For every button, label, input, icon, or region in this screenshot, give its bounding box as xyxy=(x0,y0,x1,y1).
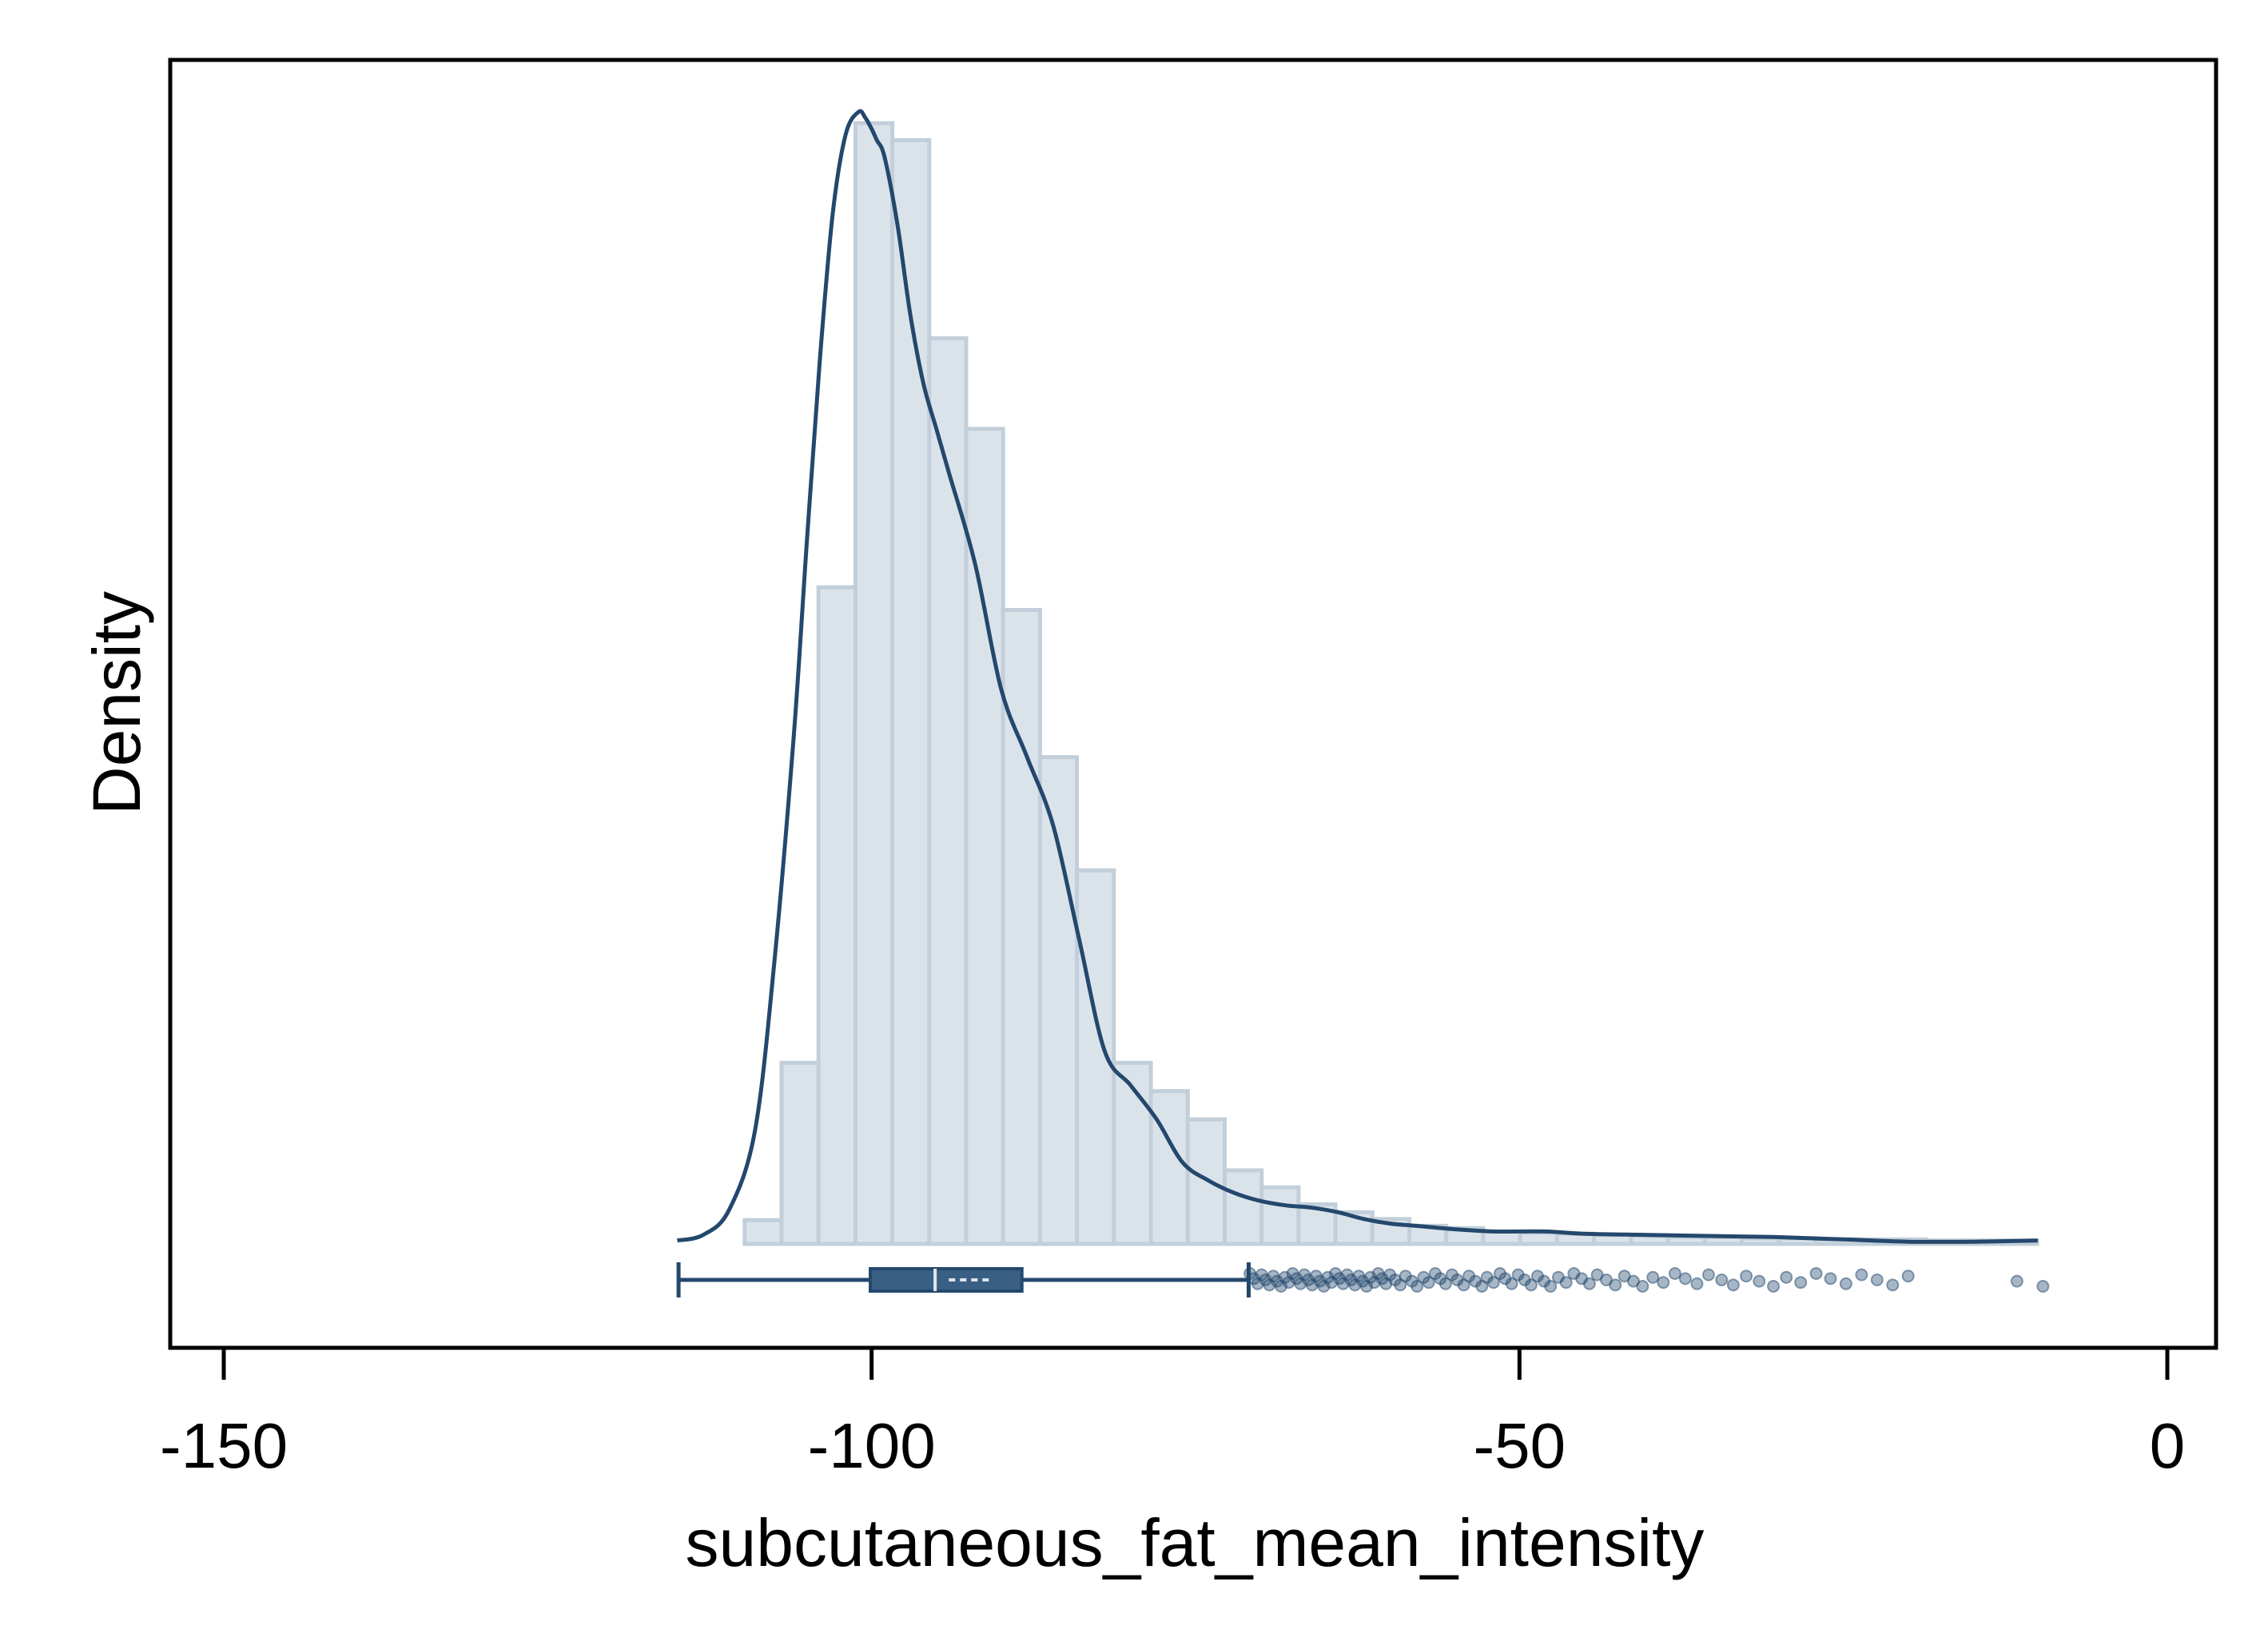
outlier-point xyxy=(1809,1267,1823,1280)
x-tick-label: -150 xyxy=(160,1410,288,1481)
outlier-point xyxy=(1740,1270,1753,1283)
histogram-bar xyxy=(742,1218,784,1246)
outlier-point xyxy=(1544,1280,1558,1293)
histogram-bar xyxy=(1185,1117,1228,1246)
y-axis-label: Density xyxy=(79,591,154,815)
outlier-point xyxy=(1486,1276,1500,1289)
outlier-point xyxy=(2010,1274,2023,1288)
histogram-bar xyxy=(1037,755,1080,1246)
histogram-bar xyxy=(1223,1168,1264,1246)
histogram-bar xyxy=(1665,1235,1707,1246)
histogram-bar xyxy=(964,427,1005,1246)
outlier-point xyxy=(1582,1277,1596,1290)
histogram-bar xyxy=(1629,1234,1670,1246)
x-tick-label: 0 xyxy=(2150,1410,2186,1481)
outlier-point xyxy=(1715,1274,1729,1286)
histogram-bar xyxy=(779,1060,821,1246)
outlier-point xyxy=(1505,1277,1518,1290)
outlier-point xyxy=(1839,1277,1852,1290)
outlier-point xyxy=(1609,1278,1622,1292)
outlier-point xyxy=(1855,1268,1868,1281)
outlier-point xyxy=(1636,1280,1649,1293)
outlier-points xyxy=(1243,1267,2050,1293)
histogram-bar xyxy=(1739,1236,1781,1246)
outlier-point xyxy=(1901,1270,1915,1283)
outlier-point xyxy=(1438,1277,1452,1290)
outlier-point xyxy=(1690,1277,1704,1290)
outlier-point xyxy=(1780,1270,1793,1284)
outlier-point xyxy=(1657,1276,1670,1289)
histogram-bar xyxy=(1518,1230,1559,1246)
histogram-bar xyxy=(1112,1060,1153,1246)
outlier-point xyxy=(1794,1276,1808,1289)
outlier-point xyxy=(1524,1278,1538,1292)
histogram-bar xyxy=(1259,1185,1301,1246)
outlier-point xyxy=(1559,1276,1573,1289)
boxplot xyxy=(676,1262,1251,1297)
x-axis-ticks: -150 -100 -50 0 xyxy=(160,1348,2185,1481)
outlier-point xyxy=(1702,1268,1715,1281)
outlier-point xyxy=(1824,1272,1837,1285)
outlier-point xyxy=(1668,1267,1681,1280)
histogram-bar xyxy=(816,585,857,1246)
outlier-point xyxy=(2036,1280,2050,1293)
x-axis-label: subcutaneous_fat_mean_intensity xyxy=(686,1505,1705,1580)
histogram-bar xyxy=(1001,608,1042,1246)
outlier-point xyxy=(1678,1272,1692,1285)
outlier-point xyxy=(1767,1280,1781,1293)
outlier-point xyxy=(1646,1270,1660,1284)
histogram-bar xyxy=(1148,1089,1190,1246)
outlier-point xyxy=(1411,1280,1424,1293)
outlier-point xyxy=(1886,1278,1900,1292)
x-tick-label: -100 xyxy=(808,1410,936,1481)
outlier-point xyxy=(1726,1278,1740,1292)
density-curve xyxy=(677,109,2038,1244)
outlier-point xyxy=(1422,1276,1435,1289)
outlier-point xyxy=(1870,1274,1884,1286)
histogram-bar xyxy=(853,121,895,1246)
x-tick-label: -50 xyxy=(1474,1410,1566,1481)
histogram-bar xyxy=(927,336,969,1246)
box-iqr xyxy=(869,1267,1024,1293)
outlier-point xyxy=(1753,1274,1766,1288)
